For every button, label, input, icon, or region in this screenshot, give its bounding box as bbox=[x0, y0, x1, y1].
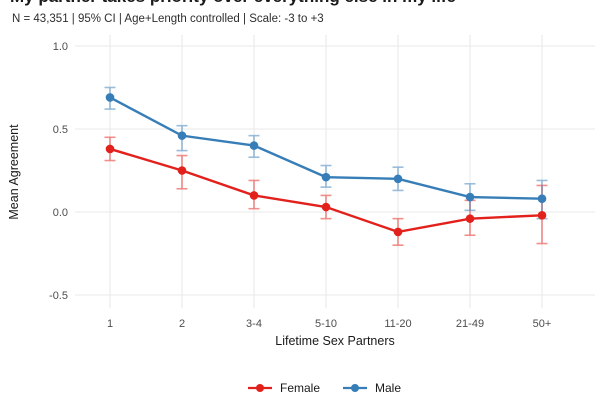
gridlines bbox=[75, 35, 595, 308]
chart-title: My partner takes priority over everythin… bbox=[10, 0, 456, 7]
legend-key-point bbox=[351, 384, 359, 392]
data-point bbox=[465, 214, 475, 223]
data-point bbox=[393, 174, 403, 184]
legend: Female Male bbox=[64, 379, 584, 397]
data-point bbox=[177, 131, 187, 140]
legend-item-female: Female bbox=[247, 381, 320, 395]
y-tick-label: 1.0 bbox=[53, 41, 68, 53]
data-point bbox=[321, 172, 331, 182]
y-tick-label: 0.0 bbox=[53, 207, 68, 219]
legend-key-icon bbox=[247, 384, 272, 392]
y-axis-title: Mean Agreement bbox=[7, 124, 21, 220]
x-axis-title: Lifetime Sex Partners bbox=[275, 334, 395, 348]
x-tick-label: 2 bbox=[179, 318, 185, 330]
axis-tick-labels: 1.0 0.5 0.0 -0.5 1 2 3-4 5-10 11-20 21-49 50+ bbox=[49, 41, 551, 330]
legend-key-icon bbox=[343, 384, 367, 392]
x-tick-label: 1 bbox=[107, 318, 113, 330]
series-points-male bbox=[105, 93, 547, 204]
chart-subtitle: N = 43,351 | 95% CI | Age+Length control… bbox=[12, 13, 324, 25]
data-point bbox=[105, 93, 115, 102]
legend-item-male: Male bbox=[342, 381, 401, 395]
data-point bbox=[105, 144, 115, 154]
x-tick-label: 3-4 bbox=[246, 318, 262, 330]
data-point bbox=[537, 194, 547, 204]
data-point bbox=[537, 211, 547, 220]
series-points-female bbox=[105, 144, 547, 237]
x-tick-label: 11-20 bbox=[384, 318, 411, 330]
legend-label: Male bbox=[375, 381, 402, 395]
y-tick-label: -0.5 bbox=[49, 290, 68, 302]
data-point bbox=[321, 202, 331, 212]
data-point bbox=[393, 227, 403, 237]
data-point bbox=[249, 191, 259, 200]
legend-key-point bbox=[255, 384, 264, 392]
x-tick-label: 21-49 bbox=[456, 318, 484, 330]
data-point bbox=[249, 141, 259, 150]
x-tick-label: 5-10 bbox=[315, 318, 337, 330]
data-point bbox=[177, 166, 187, 175]
data-point bbox=[465, 192, 475, 202]
legend-label: Female bbox=[279, 381, 320, 395]
y-tick-label: 0.5 bbox=[53, 124, 68, 136]
x-tick-label: 50+ bbox=[533, 318, 552, 330]
